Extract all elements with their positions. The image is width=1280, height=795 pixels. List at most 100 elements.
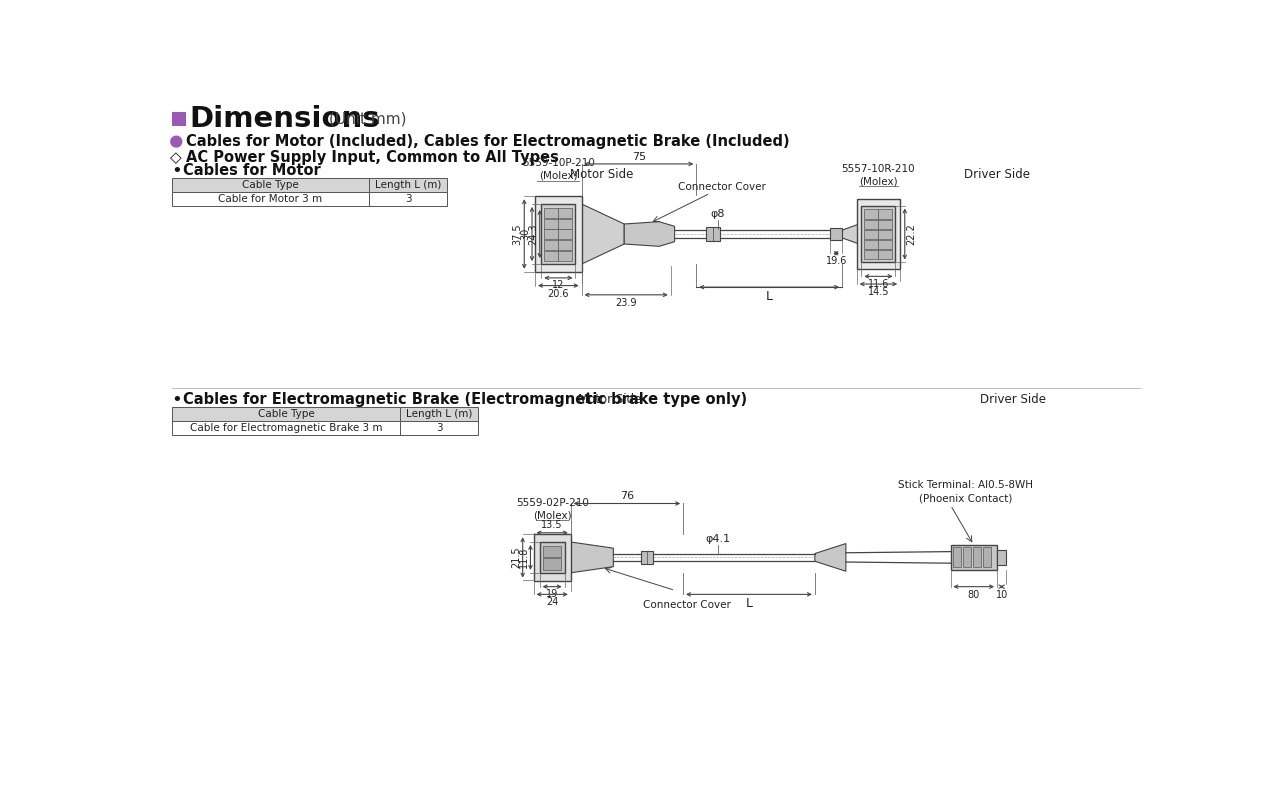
- Text: AC Power Supply Input, Common to All Types: AC Power Supply Input, Common to All Typ…: [187, 150, 559, 165]
- Bar: [973, 548, 980, 568]
- Text: Motor Side: Motor Side: [570, 169, 634, 181]
- Bar: [544, 219, 558, 229]
- Bar: [558, 219, 572, 229]
- Bar: [172, 112, 186, 126]
- Polygon shape: [581, 204, 625, 264]
- Bar: [172, 178, 369, 192]
- Text: 75: 75: [632, 152, 646, 161]
- Text: Cable Type: Cable Type: [257, 409, 315, 419]
- Text: L: L: [745, 597, 753, 611]
- Bar: [172, 192, 369, 206]
- Bar: [541, 204, 576, 264]
- Text: 3: 3: [435, 423, 443, 433]
- Text: 3: 3: [404, 193, 411, 204]
- Text: Cable for Motor 3 m: Cable for Motor 3 m: [219, 193, 323, 204]
- Text: Length L (m): Length L (m): [375, 180, 442, 190]
- Bar: [540, 542, 564, 573]
- Bar: [558, 207, 572, 218]
- Bar: [864, 240, 878, 250]
- Text: Cables for Motor: Cables for Motor: [183, 163, 321, 178]
- Polygon shape: [625, 222, 675, 246]
- Text: •: •: [172, 162, 182, 180]
- Bar: [534, 534, 571, 580]
- Text: 10: 10: [996, 590, 1007, 599]
- Bar: [535, 196, 581, 272]
- Text: Cable Type: Cable Type: [242, 180, 298, 190]
- Text: 30: 30: [521, 228, 530, 240]
- Bar: [544, 230, 558, 239]
- Text: 5559-10P-210
(Molex): 5559-10P-210 (Molex): [522, 158, 595, 181]
- Bar: [705, 227, 719, 241]
- Polygon shape: [815, 544, 846, 572]
- Bar: [864, 250, 878, 259]
- Text: 20.6: 20.6: [548, 289, 570, 299]
- Bar: [878, 219, 892, 229]
- Text: 22.2: 22.2: [906, 223, 916, 245]
- Polygon shape: [842, 223, 861, 245]
- Bar: [878, 230, 892, 239]
- Bar: [369, 178, 447, 192]
- Bar: [172, 407, 401, 421]
- Bar: [401, 421, 477, 435]
- Bar: [544, 240, 558, 250]
- Text: 19: 19: [547, 589, 558, 599]
- Text: L: L: [765, 290, 773, 303]
- Text: Cables for Motor (Included), Cables for Electromagnetic Brake (Included): Cables for Motor (Included), Cables for …: [187, 134, 790, 149]
- Bar: [640, 551, 653, 564]
- Text: Driver Side: Driver Side: [964, 169, 1030, 181]
- Text: Length L (m): Length L (m): [406, 409, 472, 419]
- Text: Motor Side: Motor Side: [577, 393, 641, 406]
- Text: φ4.1: φ4.1: [705, 533, 731, 544]
- Bar: [983, 548, 991, 568]
- Bar: [558, 230, 572, 239]
- Bar: [878, 250, 892, 259]
- Text: Cables for Electromagnetic Brake (Electromagnetic brake type only): Cables for Electromagnetic Brake (Electr…: [183, 392, 748, 407]
- Bar: [963, 548, 970, 568]
- Text: 80: 80: [968, 590, 980, 599]
- Bar: [864, 219, 878, 229]
- Bar: [861, 206, 896, 262]
- Bar: [864, 209, 878, 219]
- Text: 11.6: 11.6: [868, 279, 890, 289]
- Text: 14.5: 14.5: [868, 287, 890, 297]
- Text: 13.5: 13.5: [541, 521, 563, 530]
- Bar: [401, 407, 477, 421]
- Bar: [558, 251, 572, 261]
- Bar: [952, 548, 960, 568]
- Text: Connector Cover: Connector Cover: [643, 599, 731, 610]
- Text: Stick Terminal: AI0.5-8WH
(Phoenix Contact): Stick Terminal: AI0.5-8WH (Phoenix Conta…: [899, 480, 1033, 503]
- Bar: [878, 209, 892, 219]
- Text: Connector Cover: Connector Cover: [678, 181, 765, 192]
- Bar: [951, 545, 997, 570]
- Text: 12: 12: [552, 280, 564, 290]
- Text: 24: 24: [547, 597, 558, 607]
- Polygon shape: [571, 542, 613, 573]
- Bar: [558, 240, 572, 250]
- Text: 5559-02P-210
(Molex): 5559-02P-210 (Molex): [516, 498, 589, 521]
- Bar: [543, 558, 562, 570]
- Circle shape: [170, 136, 182, 147]
- Text: Cable for Electromagnetic Brake 3 m: Cable for Electromagnetic Brake 3 m: [189, 423, 383, 433]
- Text: 24.3: 24.3: [529, 223, 538, 245]
- Text: 19.6: 19.6: [826, 255, 847, 266]
- Text: φ8: φ8: [710, 208, 726, 219]
- Bar: [864, 230, 878, 239]
- Text: 21.5: 21.5: [511, 547, 521, 568]
- Bar: [172, 421, 401, 435]
- Bar: [369, 192, 447, 206]
- Text: •: •: [172, 390, 182, 409]
- Text: (Unit mm): (Unit mm): [329, 112, 407, 126]
- Text: 76: 76: [620, 491, 634, 501]
- Text: Dimensions: Dimensions: [189, 105, 380, 134]
- Text: 23.9: 23.9: [616, 298, 637, 308]
- Bar: [856, 200, 900, 269]
- Bar: [544, 207, 558, 218]
- Text: 5557-10R-210
(Molex): 5557-10R-210 (Molex): [842, 164, 915, 186]
- Text: 37.5: 37.5: [513, 223, 522, 245]
- Bar: [878, 240, 892, 250]
- Bar: [997, 549, 1006, 565]
- Bar: [543, 546, 562, 557]
- Text: ◇: ◇: [170, 150, 182, 165]
- Bar: [831, 228, 842, 240]
- Bar: [544, 251, 558, 261]
